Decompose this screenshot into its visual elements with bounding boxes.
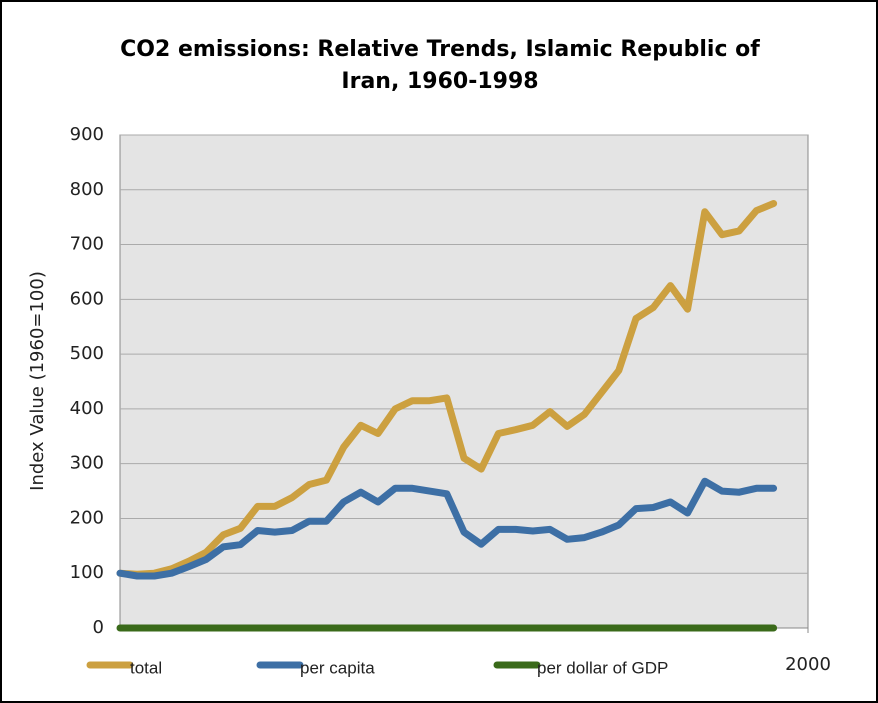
chart-title: CO2 emissions: Relative Trends, Islamic …: [120, 37, 760, 94]
y-tick-label: 0: [93, 617, 104, 638]
y-tick-label: 500: [70, 343, 104, 364]
y-tick-label: 200: [70, 507, 104, 528]
y-axis-label: Index Value (1960=100): [27, 271, 48, 491]
series-line: [116, 200, 778, 578]
y-tick-label: 700: [70, 234, 104, 255]
legend-label: per dollar of GDP: [537, 658, 668, 677]
y-tick-label: 800: [70, 179, 104, 200]
legend-label: total: [130, 658, 162, 677]
y-tick-label: 400: [70, 398, 104, 419]
y-tick-label: 600: [70, 288, 104, 309]
y-tick-label: 900: [70, 124, 104, 145]
y-tick-label: 100: [70, 562, 104, 583]
x-tick-label: 2000: [785, 654, 831, 675]
y-tick-label: 300: [70, 453, 104, 474]
series-line: [116, 477, 778, 580]
legend-label: per capita: [300, 658, 375, 677]
